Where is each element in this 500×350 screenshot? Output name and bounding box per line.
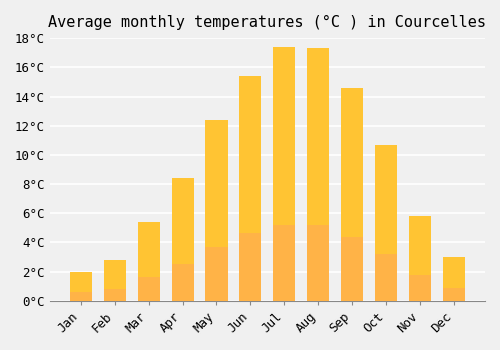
Bar (70, 272, 92, 301)
Bar (409, 275, 432, 301)
Bar (240, 76, 262, 301)
Bar (70, 292, 92, 301)
Bar (104, 289, 126, 301)
Bar (172, 264, 194, 301)
Bar (274, 225, 295, 301)
Bar (104, 260, 126, 301)
Bar (342, 237, 363, 301)
Bar (206, 120, 228, 301)
Bar (138, 277, 160, 301)
Bar (308, 48, 330, 301)
Bar (443, 288, 465, 301)
Bar (138, 222, 160, 301)
Bar (308, 225, 330, 301)
Bar (443, 257, 465, 301)
Bar (206, 246, 228, 301)
Bar (409, 216, 432, 301)
Bar (375, 145, 398, 301)
Bar (375, 254, 398, 301)
Title: Average monthly temperatures (°C ) in Courcelles: Average monthly temperatures (°C ) in Co… (48, 15, 486, 30)
Bar (240, 233, 262, 301)
Bar (342, 88, 363, 301)
Bar (172, 178, 194, 301)
Bar (274, 47, 295, 301)
